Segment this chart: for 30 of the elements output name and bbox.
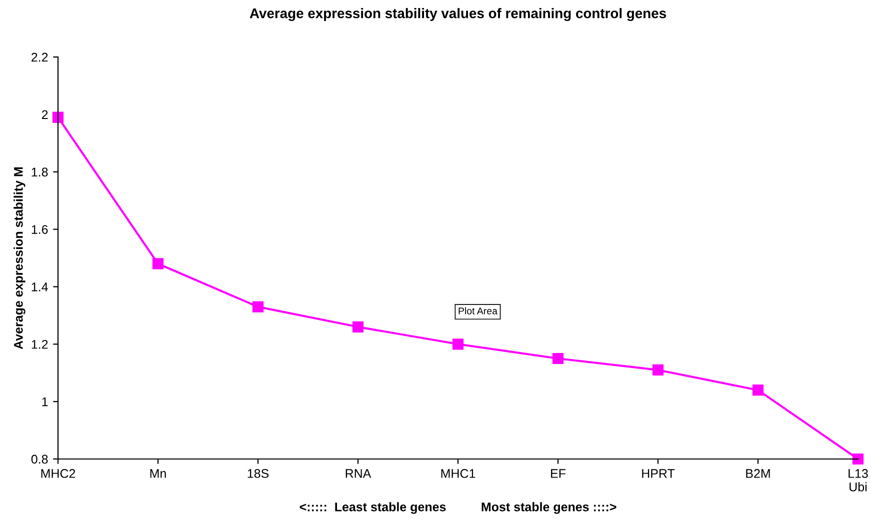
x-tick-label: MHC2 (41, 469, 76, 478)
point (252, 301, 264, 312)
point (352, 321, 364, 332)
y-tick-label: 0.8 (31, 454, 48, 464)
x-tick-label: MHC1 (441, 469, 476, 478)
point (752, 384, 764, 396)
point (652, 364, 664, 376)
point (452, 338, 464, 350)
y-tick-label: 2 (42, 110, 48, 119)
x-tick-label: HPRT (642, 469, 675, 478)
y-tick-label: 1.6 (32, 225, 48, 234)
x-tick-label: EF (551, 469, 566, 478)
x-axis-title: <::::: Least stable genes Most stable genes ::::> (300, 502, 616, 514)
y-axis-title: Average expression stability M (14, 167, 26, 350)
point (52, 112, 64, 123)
point (852, 453, 864, 465)
point (552, 352, 564, 364)
x-tick-label: 18S (248, 469, 269, 478)
y-tick-label: 1 (42, 398, 48, 406)
chart-title: Average expression stability values of remaining control genes (250, 8, 666, 22)
x-tick-label: L13 Ubi (848, 469, 868, 492)
x-tick-label: B2M (746, 469, 770, 478)
y-tick-label: 1.8 (32, 168, 48, 177)
x-tick-label: RNA (346, 469, 372, 478)
point (152, 258, 164, 270)
annotation: Plot Area (458, 307, 498, 314)
y-tick-label: 1.4 (32, 282, 48, 292)
y-tick-label: 2.2 (32, 52, 48, 62)
x-tick-label: Mn (150, 469, 166, 478)
y-tick-label: 1.2 (32, 340, 48, 349)
